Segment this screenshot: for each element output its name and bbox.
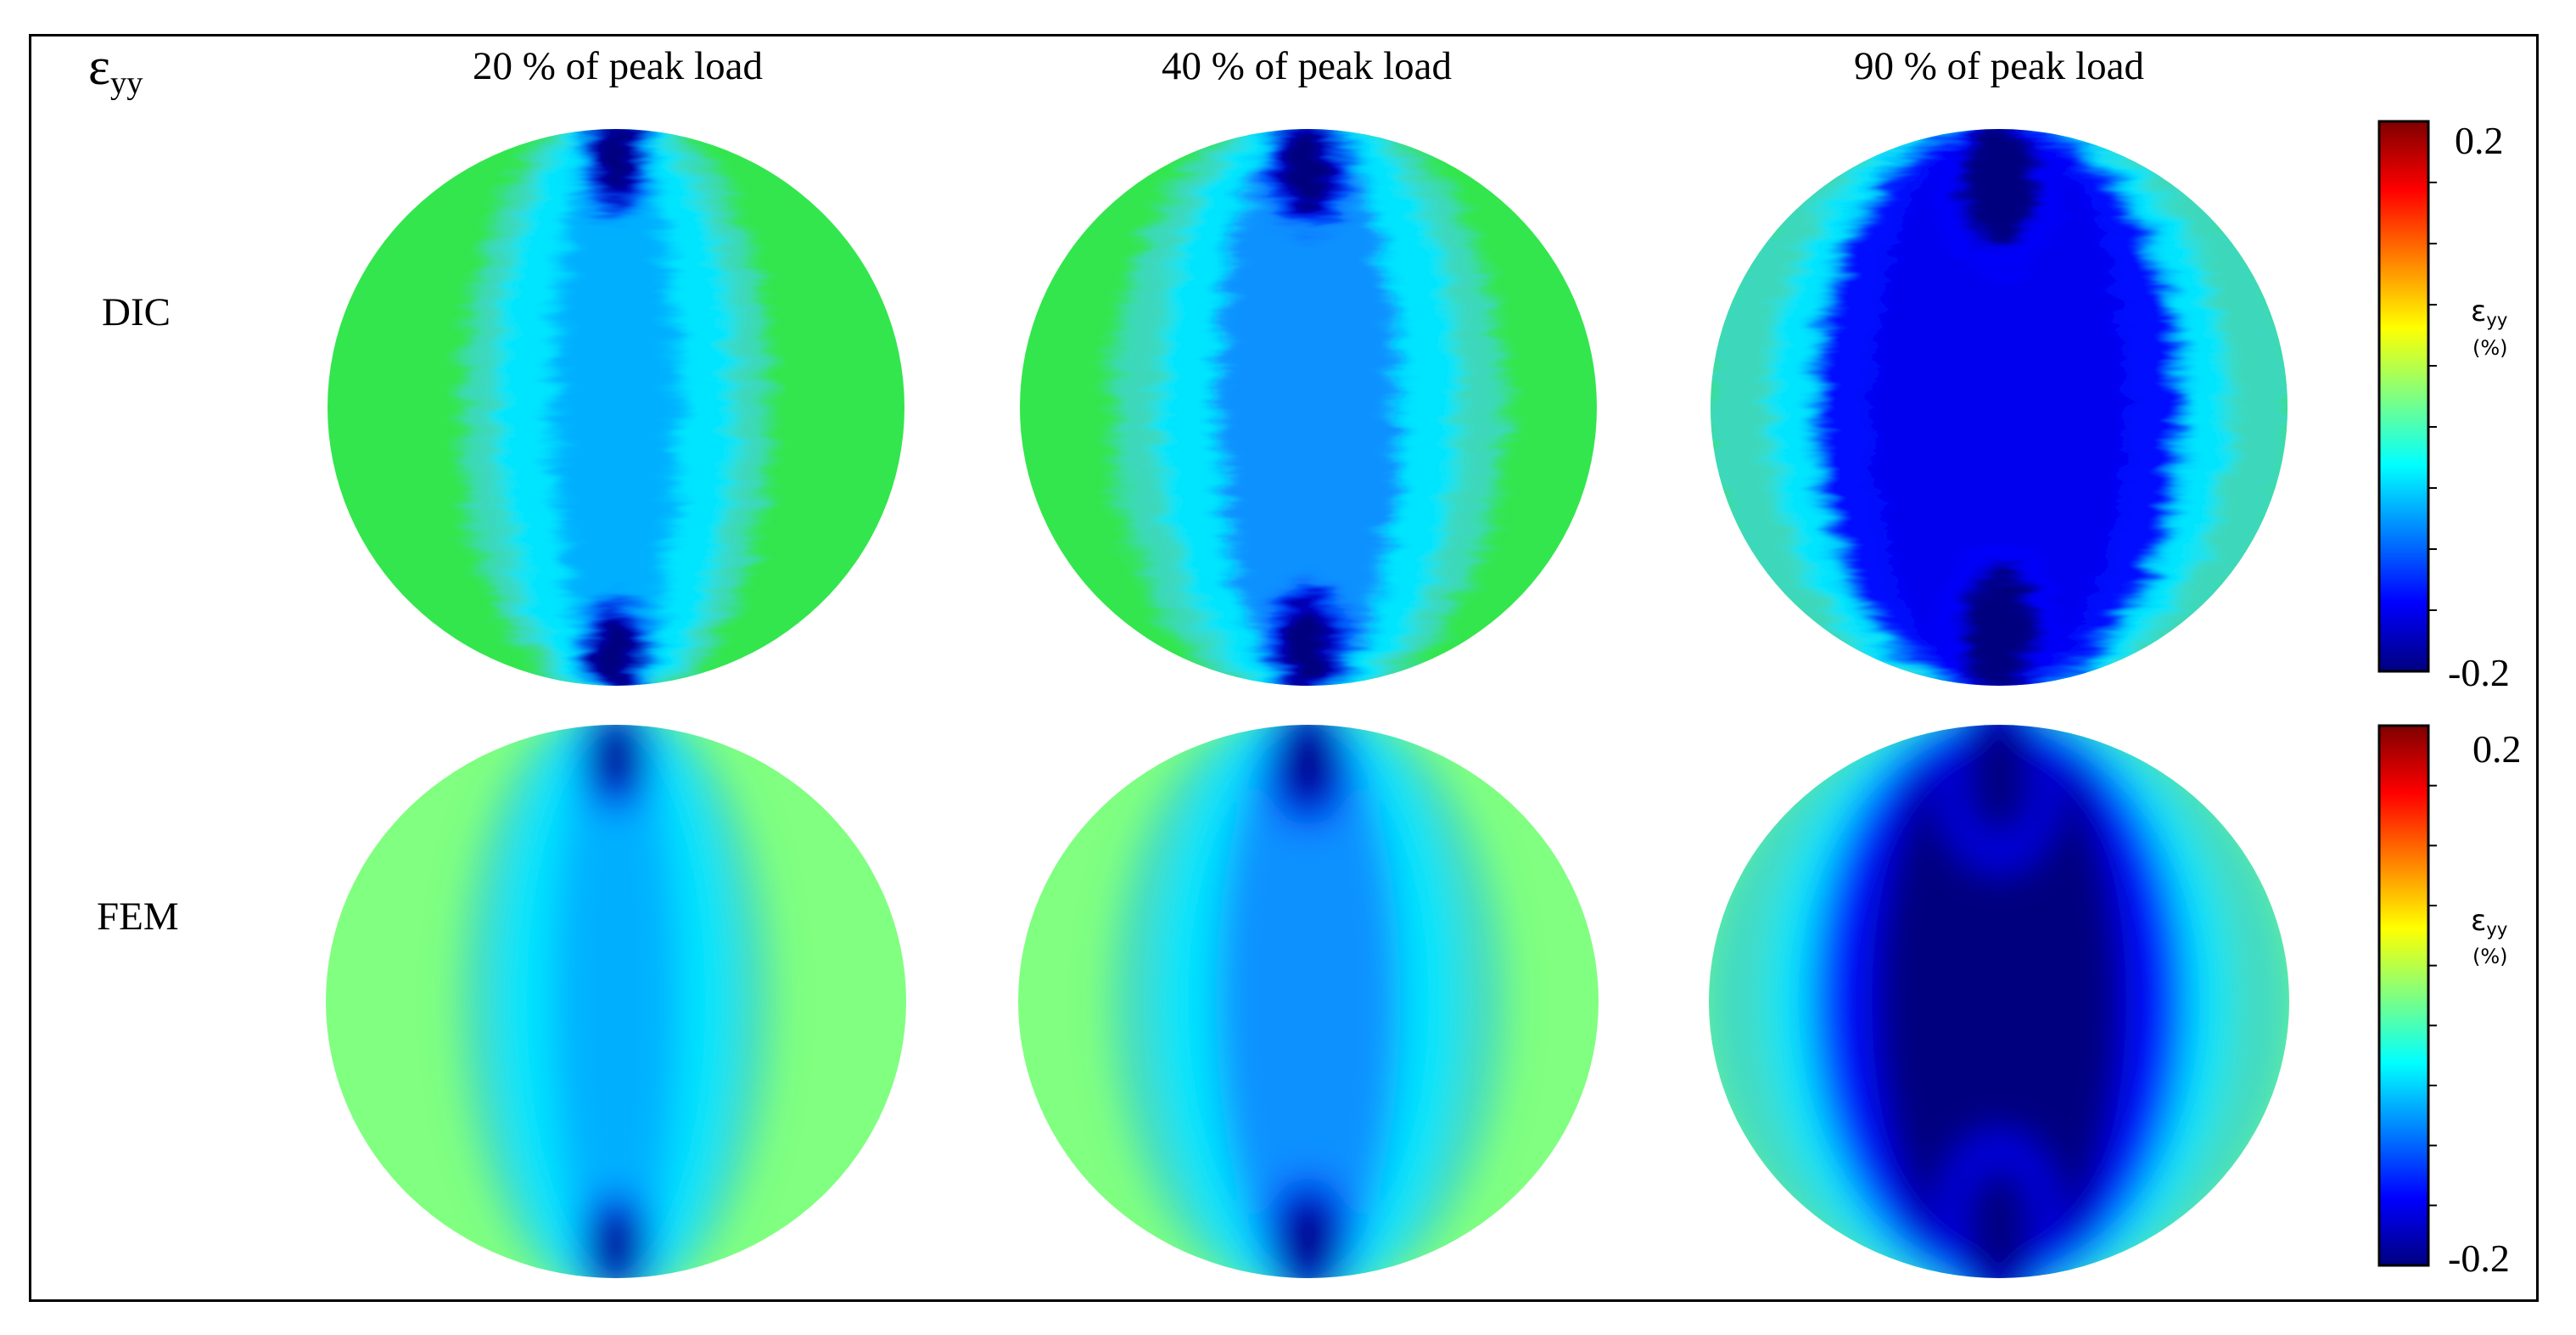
colorbar-fem-unit: (%): [2472, 945, 2508, 968]
strain-map-dic-40: [1020, 129, 1597, 686]
colorbar-dic-unit: (%): [2472, 336, 2508, 360]
strain-component-label: εyy: [88, 38, 143, 101]
colorbar-dic: [2377, 120, 2437, 673]
colorbar-dic-min-label: -0.2: [2448, 651, 2510, 694]
strain-map-fem-40: [1018, 725, 1599, 1278]
strain-map-fem-20: [326, 725, 906, 1278]
column-label-90: 90 % of peak load: [1854, 44, 2144, 88]
figure-frame: [29, 34, 2539, 1302]
row-label-dic: DIC: [102, 290, 171, 334]
column-label-40: 40 % of peak load: [1162, 44, 1452, 88]
colorbar-fem: [2377, 724, 2437, 1267]
colorbar-dic-max-label: 0.2: [2455, 119, 2504, 162]
strain-map-fem-90: [1709, 725, 2289, 1278]
colorbar-fem-max-label: 0.2: [2472, 727, 2522, 771]
colorbar-dic-quantity: εyy: [2471, 294, 2508, 330]
row-label-fem: FEM: [97, 895, 179, 939]
colorbar-fem-quantity: εyy: [2471, 904, 2508, 940]
colorbar-fem-min-label: -0.2: [2448, 1237, 2510, 1280]
column-label-20: 20 % of peak load: [473, 44, 763, 88]
strain-map-dic-20: [328, 129, 904, 686]
strain-map-dic-90: [1711, 129, 2288, 686]
